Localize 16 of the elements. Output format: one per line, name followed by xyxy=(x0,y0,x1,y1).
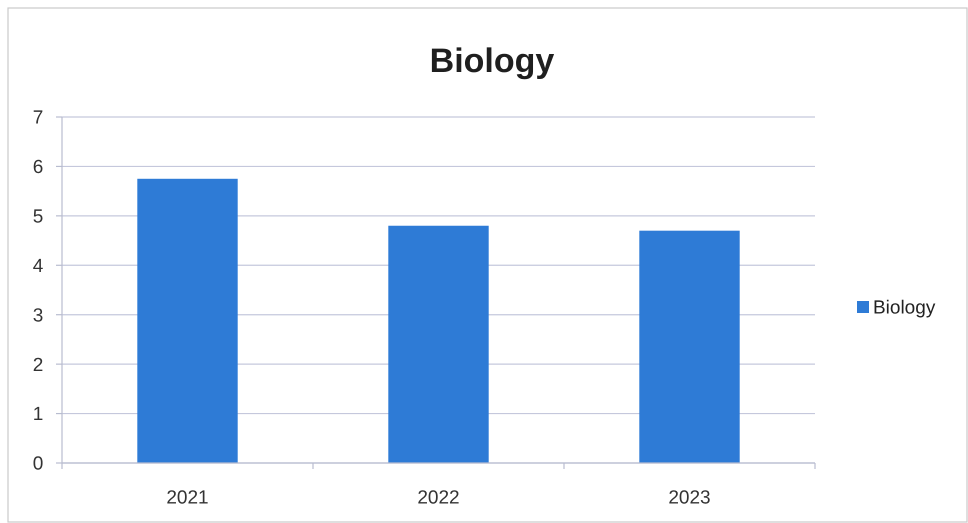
y-tick-label: 7 xyxy=(32,108,44,129)
x-tick-label: 2022 xyxy=(417,488,460,509)
legend-label: Biology xyxy=(873,298,936,319)
x-tick-label: 2021 xyxy=(166,488,209,509)
y-tick-label: 4 xyxy=(32,256,44,277)
bar xyxy=(639,230,740,463)
chart-title: Biology xyxy=(430,42,554,80)
y-tick-label: 6 xyxy=(32,157,44,178)
bar xyxy=(388,226,489,463)
y-tick-label: 0 xyxy=(32,454,44,475)
y-tick-label: 3 xyxy=(32,305,44,326)
y-tick-label: 1 xyxy=(32,404,44,426)
y-tick-label: 2 xyxy=(32,354,44,376)
y-tick-label: 5 xyxy=(32,206,44,228)
x-tick-label: 2023 xyxy=(668,488,711,509)
bar xyxy=(137,178,238,463)
